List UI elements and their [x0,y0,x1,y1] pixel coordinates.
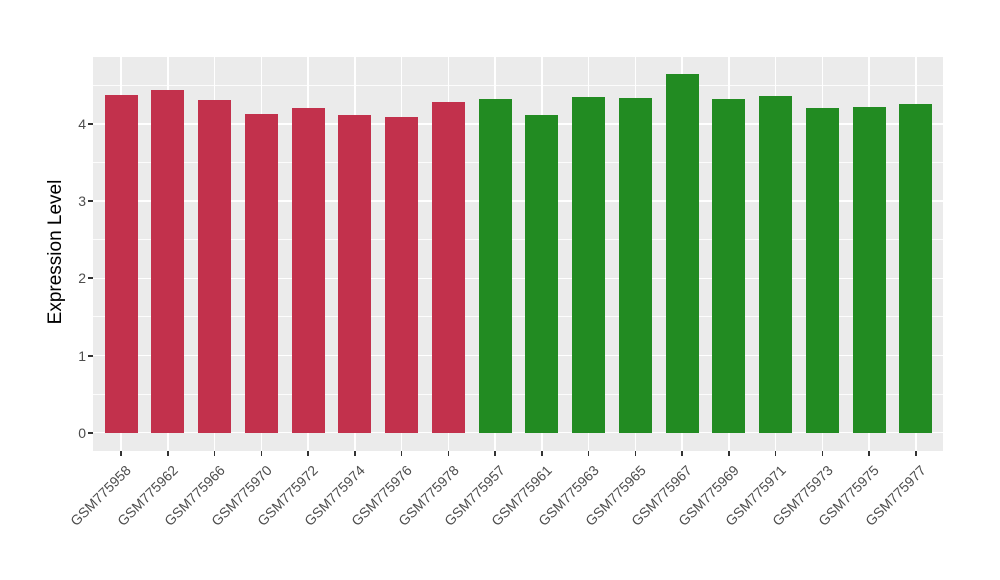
x-tick-mark-GSM775972 [307,451,309,456]
y-tick-mark-4 [88,122,93,125]
gridline-major-y-2 [93,277,943,280]
bar-GSM775963 [572,96,605,433]
bar-GSM775978 [431,102,465,433]
y-tick-label-2: 2 [78,270,86,287]
bar-GSM775957 [478,99,512,433]
x-tick-mark-GSM775970 [260,451,262,456]
bar-GSM775969 [712,99,746,433]
x-tick-mark-GSM775961 [541,451,543,456]
bar-GSM775965 [618,97,652,433]
x-tick-mark-GSM775978 [447,451,449,456]
y-tick-label-0: 0 [78,424,86,441]
y-tick-mark-1 [88,354,93,357]
bar-GSM775967 [665,74,699,433]
x-tick-mark-GSM775976 [400,451,403,456]
x-axis: GSM775958 GSM775962 GSM775966 GSM775970 GSM7… [67,451,943,580]
y-tick-label-4: 4 [78,115,86,132]
y-tick-mark-3 [88,200,93,203]
plot-panel [93,57,943,451]
y-axis: 0 1 2 3 4 [0,57,86,451]
y-tick-label-3: 3 [78,193,86,210]
x-tick-mark-GSM775958 [120,451,122,456]
x-tick-mark-GSM775974 [354,451,356,456]
y-tick-mark-2 [88,277,93,280]
bar-GSM775976 [385,116,418,433]
bar-GSM775977 [899,103,933,433]
bar-GSM775958 [104,95,138,433]
bar-GSM775974 [338,114,372,433]
bar-GSM775970 [244,113,278,433]
x-tick-mark-GSM775966 [213,451,216,456]
y-tick-mark-0 [88,431,93,434]
bar-GSM775961 [525,115,559,433]
x-tick-mark-GSM775971 [774,451,777,456]
bar-GSM775966 [198,99,231,433]
gridline-major-y-3 [93,200,943,202]
x-tick-mark-GSM775977 [915,451,917,456]
gridline-minor-y-1.5 [93,316,943,318]
gridline-minor-y-2.5 [93,239,943,241]
x-tick-mark-GSM775962 [167,451,169,456]
y-axis-title: Expression Level [45,179,66,325]
gridline-minor-y-0.5 [93,393,943,395]
x-tick-mark-GSM775967 [681,451,683,456]
gridline-major-y-1 [93,354,943,357]
bar-GSM775972 [291,107,325,433]
x-tick-mark-GSM775973 [821,451,823,456]
bar-GSM775973 [805,108,839,433]
gridline-minor-y-4.5 [93,84,943,86]
x-tick-mark-GSM775965 [634,451,636,456]
bar-GSM775975 [852,106,886,433]
gridline-major-y-4 [93,123,943,125]
x-tick-mark-GSM775957 [494,451,496,456]
x-tick-mark-GSM775963 [587,451,590,456]
bar-GSM775971 [759,96,792,433]
bar-GSM775962 [151,89,185,433]
gridline-minor-y-3.5 [93,162,943,163]
x-tick-mark-GSM775969 [728,451,730,456]
gridline-major-y-0 [93,431,943,434]
x-tick-mark-GSM775975 [868,451,870,456]
y-tick-label-1: 1 [78,347,86,364]
